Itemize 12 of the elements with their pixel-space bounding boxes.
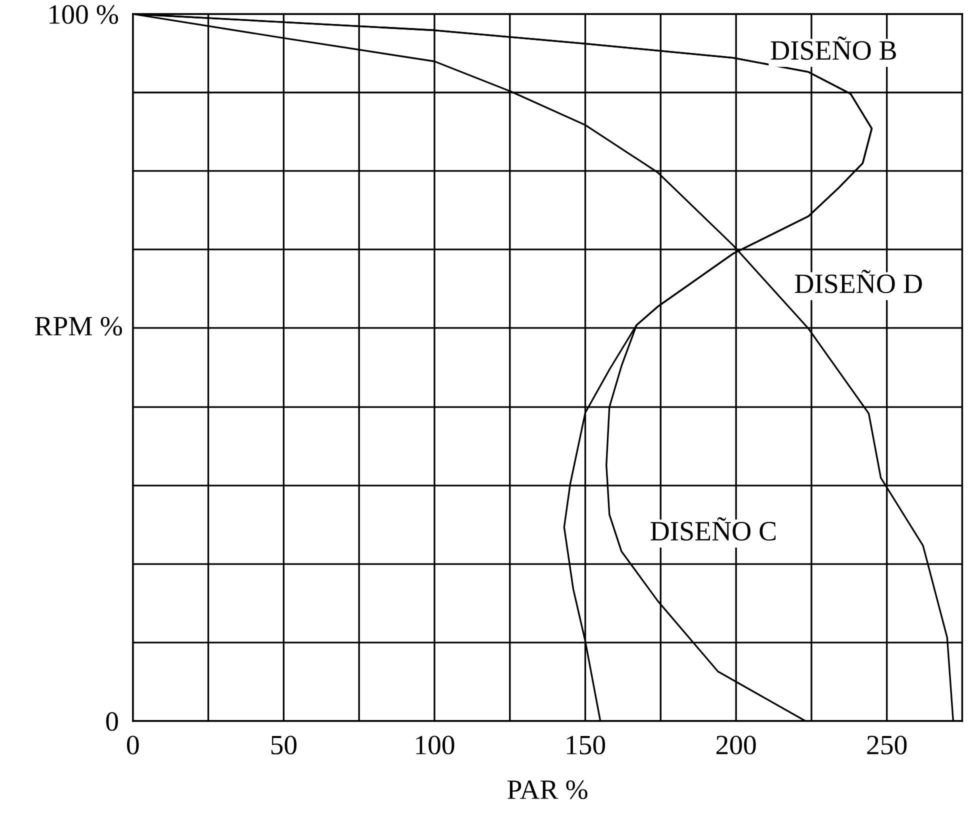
x-tick-label: 250 bbox=[867, 736, 907, 754]
annotation: DISEÑO D bbox=[794, 270, 922, 294]
y-axis-title: RPM % bbox=[34, 316, 122, 336]
x-tick-label: 100 bbox=[416, 736, 454, 754]
x-tick-label: 50 bbox=[271, 736, 297, 754]
annotation: DISEÑO B bbox=[770, 36, 896, 60]
x-tick-label: 200 bbox=[716, 736, 756, 754]
x-tick-label: 0 bbox=[127, 736, 139, 754]
y-tick-label: 100 % bbox=[50, 5, 118, 24]
x-tick-label: 150 bbox=[566, 736, 606, 754]
annotation: DISEÑO C bbox=[650, 517, 776, 541]
x-axis-title: PAR % bbox=[508, 780, 588, 800]
